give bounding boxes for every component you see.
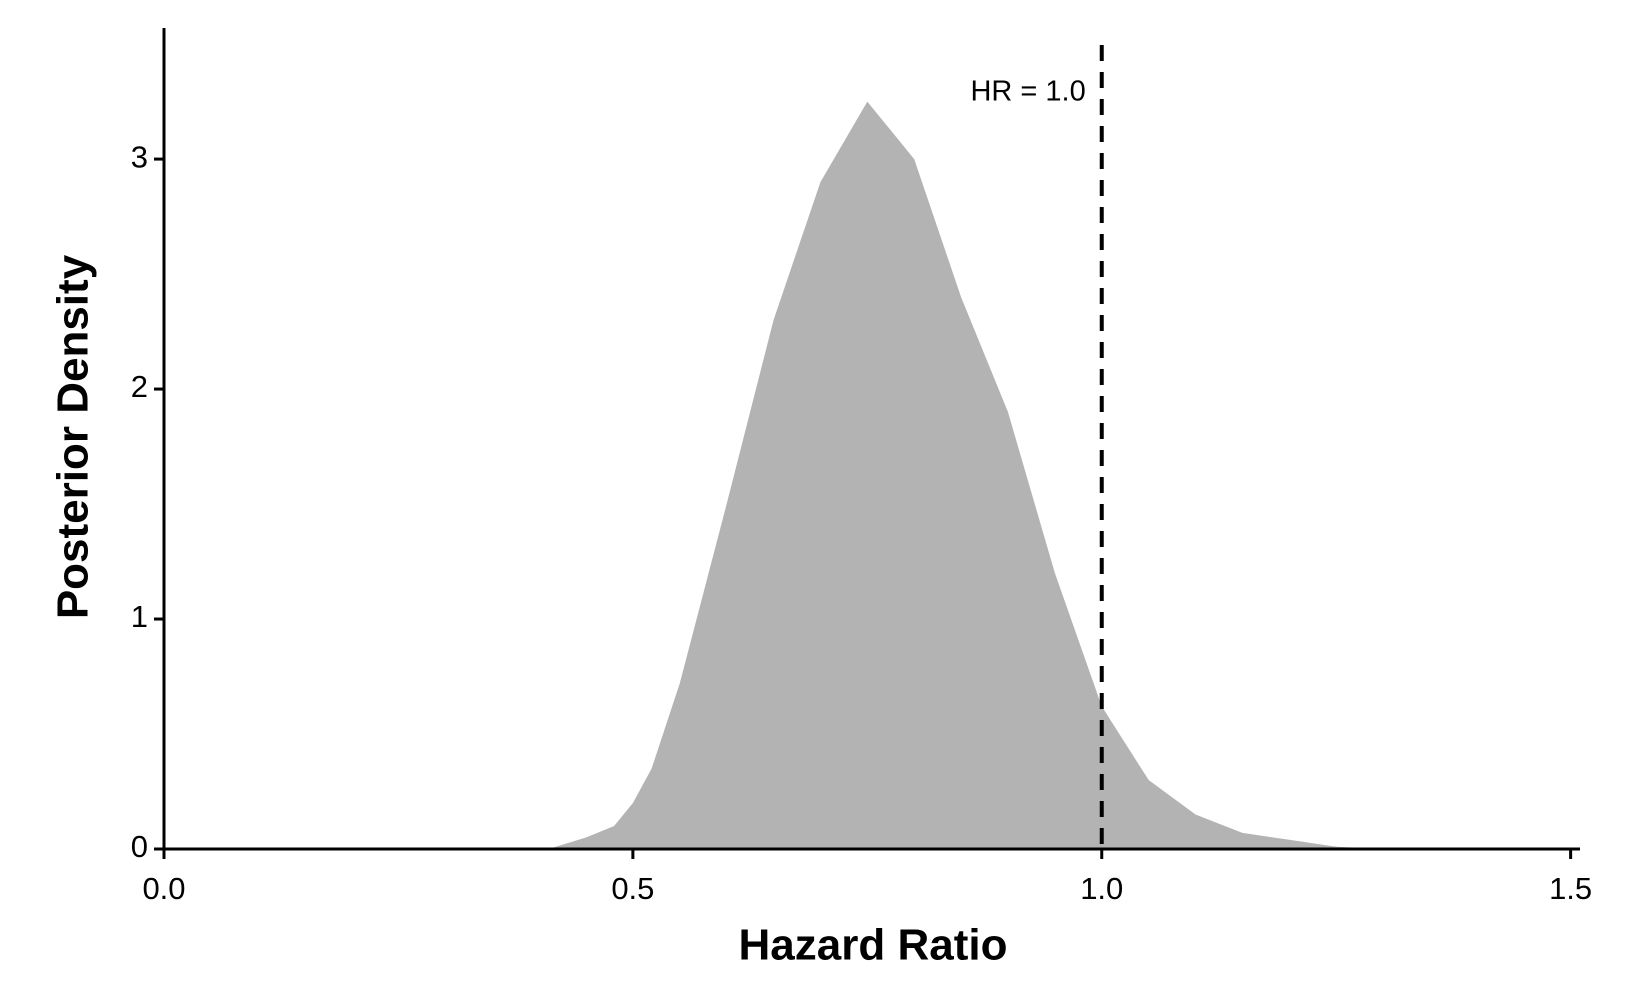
x-tick-label: 1.0 [1080, 871, 1123, 906]
x-tick-label: 0.5 [611, 871, 654, 906]
y-tick-label: 1 [131, 599, 148, 634]
x-tick-label: 1.5 [1549, 871, 1592, 906]
y-tick-label: 3 [131, 139, 148, 174]
x-axis-title: Hazard Ratio [739, 921, 1008, 970]
x-tick-label: 0.0 [142, 871, 185, 906]
density-area [548, 101, 1384, 849]
y-tick-label: 0 [131, 829, 148, 864]
y-tick-label: 2 [131, 369, 148, 404]
y-axis-title: Posterior Density [49, 254, 98, 619]
reference-label: HR = 1.0 [970, 76, 1085, 108]
